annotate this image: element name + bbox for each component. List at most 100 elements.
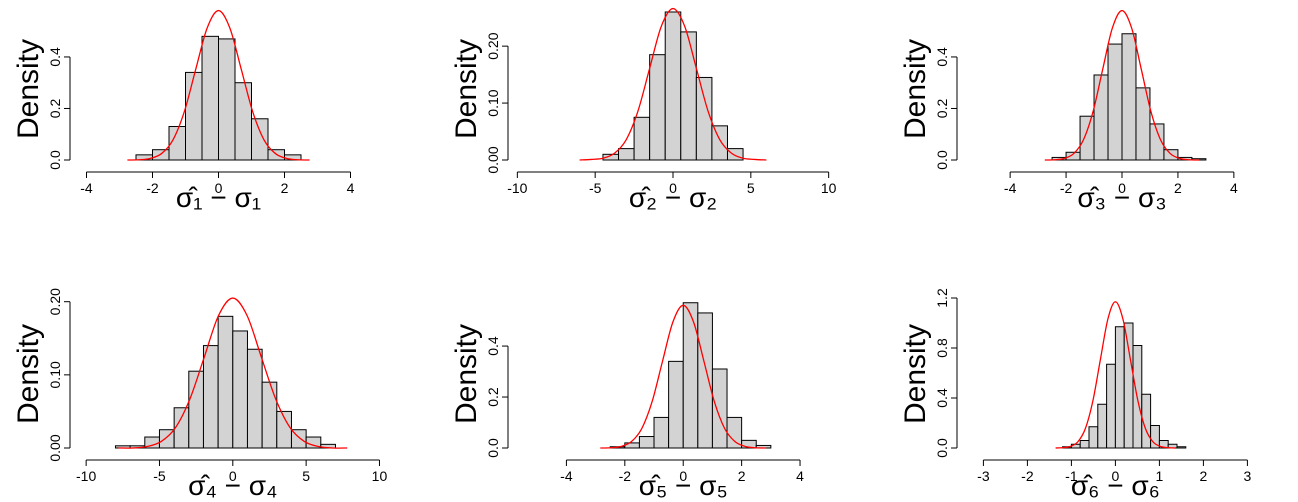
x-tick-label: -4 (560, 468, 573, 484)
y-axis-label: Density (899, 324, 932, 424)
x-axis-label: σ̂₆ − σ₆ (1071, 470, 1160, 501)
y-tick-label: 0.8 (934, 338, 950, 358)
x-axis-label: σ̂₁ − σ₁ (176, 182, 261, 213)
x-tick-label: 5 (302, 468, 310, 484)
y-axis-label: Density (450, 39, 483, 139)
y-tick-label: 0.10 (485, 89, 501, 116)
bar (1150, 425, 1160, 449)
bar (1149, 123, 1165, 161)
bar (251, 118, 269, 161)
bar (682, 302, 699, 449)
x-tick-label: 0 (229, 468, 237, 484)
x-tick-label: -1 (1065, 468, 1078, 484)
bar (649, 54, 666, 161)
bar (1088, 426, 1099, 449)
bar (1079, 115, 1095, 161)
bar (232, 330, 248, 449)
y-tick-label: 1.2 (934, 288, 950, 308)
x-tick-label: -2 (1021, 468, 1034, 484)
bar (1123, 322, 1134, 449)
bar (217, 315, 234, 449)
x-tick-label: 1 (1156, 468, 1164, 484)
bar (653, 416, 670, 449)
bar (726, 416, 743, 449)
bar (1079, 440, 1090, 449)
y-tick-label: 0.4 (934, 388, 950, 408)
bar (680, 31, 697, 161)
bar (664, 11, 682, 161)
x-tick-label: -4 (80, 180, 93, 196)
y-tick-label: 0.2 (47, 99, 63, 119)
y-tick-label: 0.2 (485, 387, 501, 407)
x-axis-label: σ̂₃ − σ₃ (1077, 182, 1166, 213)
bar (1141, 393, 1152, 449)
y-tick-label: 0.0 (934, 150, 950, 170)
y-tick-label: 0.2 (934, 99, 950, 119)
bar (633, 116, 651, 161)
x-tick-label: -5 (589, 180, 602, 196)
x-tick-label: -2 (619, 468, 632, 484)
x-tick-label: 10 (372, 468, 388, 484)
x-tick-label: 4 (1230, 180, 1238, 196)
x-tick-label: -5 (153, 468, 166, 484)
bar (668, 360, 684, 449)
y-tick-label: 0.4 (47, 47, 63, 67)
bar (246, 348, 263, 449)
y-axis-label: Density (899, 39, 932, 139)
y-axis-label: Density (450, 324, 483, 424)
x-tick-label: -10 (507, 180, 527, 196)
density-curve (579, 7, 767, 161)
y-axis-label: Density (12, 39, 45, 139)
y-tick-label: 0.20 (47, 288, 63, 315)
bar (726, 148, 744, 161)
bar (695, 76, 713, 161)
x-tick-label: 2 (1200, 468, 1208, 484)
density-curve (1055, 301, 1176, 449)
bar (711, 368, 728, 449)
density-curve (600, 304, 767, 449)
x-tick-label: 4 (796, 468, 804, 484)
y-tick-label: 0.00 (485, 146, 501, 173)
y-tick-label: 0.0 (47, 150, 63, 170)
bar (1097, 403, 1108, 449)
x-tick-label: 5 (747, 180, 755, 196)
y-tick-label: 0.0 (485, 438, 501, 458)
x-tick-label: 2 (738, 468, 746, 484)
bar (234, 82, 252, 161)
bar (1107, 43, 1123, 161)
x-tick-label: 0 (1112, 468, 1120, 484)
bar (618, 148, 635, 161)
y-tick-label: 0.20 (485, 32, 501, 59)
bar (1176, 446, 1187, 449)
bar (261, 381, 278, 449)
bar (638, 436, 655, 449)
y-tick-label: 0.10 (47, 361, 63, 388)
x-axis-label: σ̂₂ − σ₂ (629, 182, 717, 213)
x-tick-label: -2 (146, 180, 159, 196)
x-axis-label: σ̂₅ − σ₅ (639, 470, 728, 501)
y-tick-label: 0.4 (485, 336, 501, 356)
bar (201, 35, 219, 161)
bar (173, 407, 190, 449)
x-tick-label: -2 (1060, 180, 1073, 196)
density-curve (1044, 9, 1200, 161)
x-tick-label: 0 (1118, 180, 1126, 196)
x-tick-label: 0 (215, 180, 223, 196)
bar (218, 38, 236, 161)
bar (1121, 33, 1137, 161)
x-tick-label: 2 (1174, 180, 1182, 196)
density-curve (118, 297, 348, 449)
y-tick-label: 0.4 (934, 47, 950, 67)
bar (1114, 326, 1125, 449)
x-tick-label: 0 (669, 180, 677, 196)
y-tick-label: 0.0 (934, 438, 950, 458)
bar (185, 71, 203, 161)
y-tick-label: 0.00 (47, 434, 63, 461)
density-curve (127, 9, 310, 161)
y-axis-label: Density (12, 324, 45, 424)
x-tick-label: 0 (679, 468, 687, 484)
x-tick-label: 10 (821, 180, 837, 196)
bar (697, 312, 713, 449)
x-tick-label: 2 (281, 180, 289, 196)
